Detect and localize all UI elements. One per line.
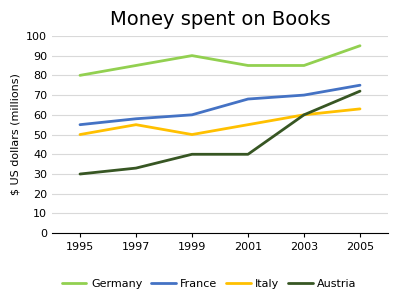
Italy xyxy=(302,113,306,117)
Legend: Germany, France, Italy, Austria: Germany, France, Italy, Austria xyxy=(58,274,361,293)
France xyxy=(190,113,194,117)
Germany xyxy=(190,54,194,57)
Austria xyxy=(78,172,82,176)
Germany xyxy=(302,64,306,67)
France xyxy=(302,93,306,97)
Italy xyxy=(190,133,194,136)
Germany xyxy=(246,64,250,67)
Austria xyxy=(134,166,138,170)
Y-axis label: $ US dollars (millions): $ US dollars (millions) xyxy=(10,74,20,196)
Austria xyxy=(358,89,362,93)
Austria xyxy=(302,113,306,117)
France xyxy=(78,123,82,126)
France xyxy=(134,117,138,120)
Line: France: France xyxy=(80,85,360,125)
Italy xyxy=(246,123,250,126)
Austria xyxy=(190,152,194,156)
France xyxy=(358,83,362,87)
Italy xyxy=(358,107,362,111)
France xyxy=(246,97,250,101)
Line: Germany: Germany xyxy=(80,46,360,75)
Germany xyxy=(78,74,82,77)
Germany xyxy=(358,44,362,48)
Austria xyxy=(246,152,250,156)
Line: Italy: Italy xyxy=(80,109,360,135)
Italy xyxy=(134,123,138,126)
Germany xyxy=(134,64,138,67)
Italy xyxy=(78,133,82,136)
Title: Money spent on Books: Money spent on Books xyxy=(110,10,330,29)
Line: Austria: Austria xyxy=(80,91,360,174)
